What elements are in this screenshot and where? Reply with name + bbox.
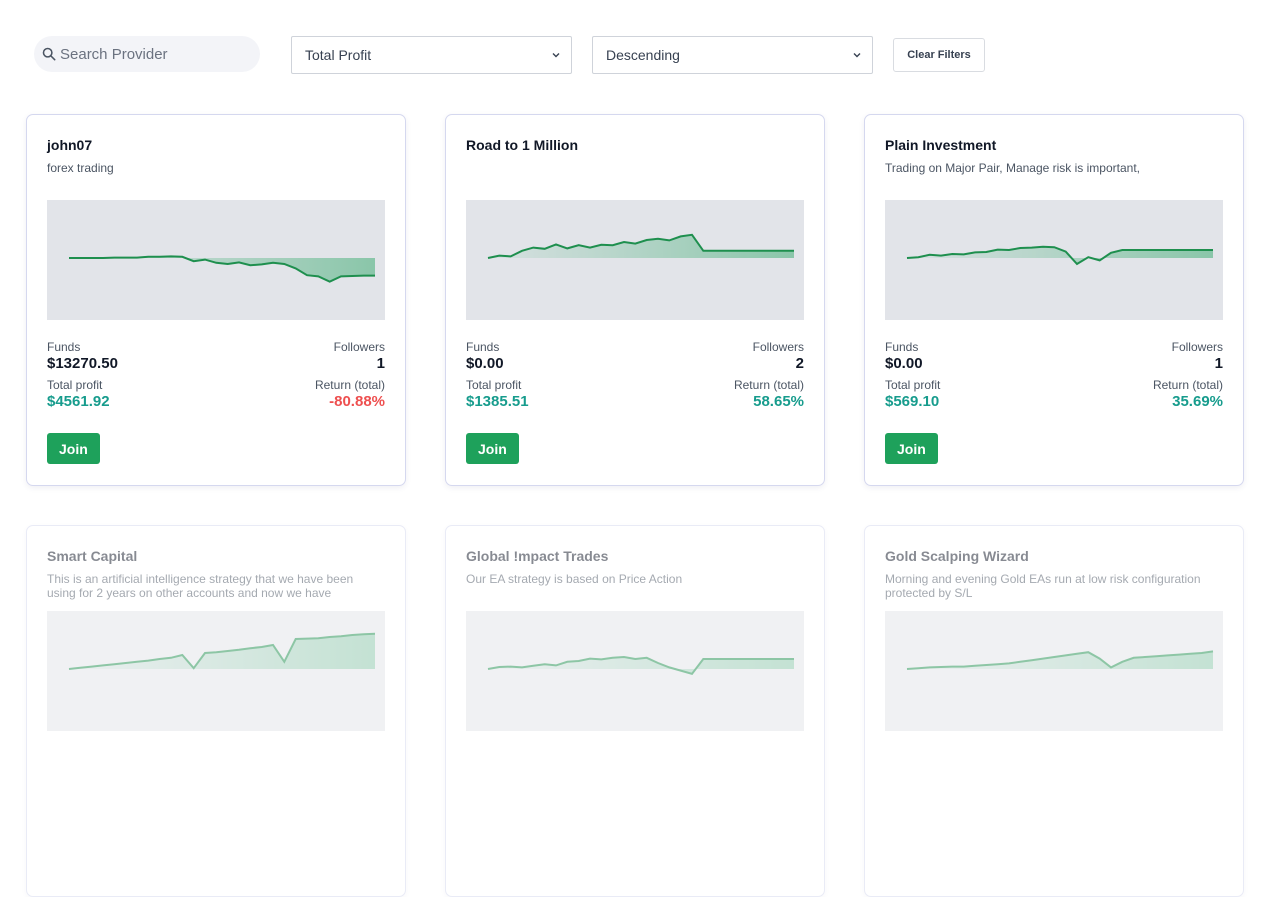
search-box[interactable] bbox=[34, 36, 260, 72]
funds-value: $0.00 bbox=[466, 355, 504, 372]
search-icon bbox=[42, 47, 56, 61]
funds-label: Funds bbox=[466, 340, 500, 354]
join-button[interactable]: Join bbox=[47, 433, 100, 464]
funds-label: Funds bbox=[885, 340, 919, 354]
return-value: -80.88% bbox=[329, 393, 385, 410]
funds-label: Funds bbox=[47, 340, 81, 354]
total-profit-label: Total profit bbox=[466, 378, 522, 392]
total-profit-label: Total profit bbox=[47, 378, 103, 392]
sparkline-line bbox=[906, 650, 1214, 670]
followers-value: 1 bbox=[376, 355, 385, 372]
return-value: 35.69% bbox=[1172, 393, 1223, 410]
sort-by-value: Total Profit bbox=[305, 47, 372, 63]
total-profit-value: $1385.51 bbox=[466, 393, 529, 410]
followers-value: 1 bbox=[1214, 355, 1223, 372]
equity-chart bbox=[466, 200, 804, 320]
equity-chart bbox=[47, 611, 385, 731]
equity-chart bbox=[885, 611, 1223, 731]
sparkline-area bbox=[69, 633, 375, 669]
equity-chart bbox=[885, 200, 1223, 320]
provider-description: Morning and evening Gold EAs run at low … bbox=[885, 572, 1201, 600]
followers-value: 2 bbox=[795, 355, 804, 372]
provider-card: Global !mpact Trades Our EA strategy is … bbox=[445, 525, 825, 897]
filter-bar: Total Profit Descending Clear Filters bbox=[34, 36, 994, 74]
equity-sparkline bbox=[68, 632, 376, 670]
funds-value: $13270.50 bbox=[47, 355, 118, 372]
sparkline-area bbox=[69, 256, 375, 282]
provider-stats: Funds $13270.50 Followers 1 Total profit… bbox=[47, 340, 385, 412]
return-label: Return (total) bbox=[314, 378, 385, 392]
provider-name: Road to 1 Million bbox=[466, 137, 578, 153]
sparkline-line bbox=[487, 655, 794, 675]
equity-sparkline bbox=[487, 233, 794, 259]
provider-description: forex trading bbox=[47, 161, 114, 175]
return-value: 58.65% bbox=[753, 393, 804, 410]
chevron-down-icon bbox=[552, 53, 560, 58]
equity-sparkline bbox=[906, 650, 1214, 670]
search-input[interactable] bbox=[60, 45, 240, 63]
provider-description: This is an artificial intelligence strat… bbox=[47, 572, 354, 600]
provider-card: Smart Capital This is an artificial inte… bbox=[26, 525, 406, 897]
sparkline-area bbox=[907, 246, 1213, 264]
total-profit-value: $569.10 bbox=[885, 393, 940, 410]
provider-name: Smart Capital bbox=[47, 548, 138, 564]
equity-sparkline bbox=[906, 245, 1213, 266]
followers-label: Followers bbox=[1171, 340, 1223, 354]
clear-filters-button[interactable]: Clear Filters bbox=[893, 38, 985, 72]
followers-label: Followers bbox=[752, 340, 804, 354]
sparkline-line bbox=[487, 233, 794, 259]
sparkline-line bbox=[906, 245, 1213, 266]
sparkline-area bbox=[488, 234, 794, 258]
provider-name: Plain Investment bbox=[885, 137, 997, 153]
sparkline-area bbox=[488, 657, 794, 674]
join-button[interactable]: Join bbox=[885, 433, 938, 464]
sparkline-line bbox=[69, 255, 375, 283]
sparkline-area bbox=[907, 651, 1213, 669]
provider-stats: Funds $0.00 Followers 2 Total profit $13… bbox=[466, 340, 804, 412]
provider-name: john07 bbox=[47, 137, 93, 153]
equity-chart bbox=[47, 200, 385, 320]
total-profit-value: $4561.92 bbox=[47, 393, 110, 410]
provider-card: Plain Investment Trading on Major Pair, … bbox=[864, 114, 1244, 486]
return-label: Return (total) bbox=[733, 378, 804, 392]
equity-sparkline bbox=[69, 255, 375, 283]
order-select[interactable]: Descending bbox=[592, 36, 873, 74]
provider-card: Road to 1 Million Funds $0.00 Followers … bbox=[445, 114, 825, 486]
equity-chart bbox=[466, 611, 804, 731]
provider-name: Gold Scalping Wizard bbox=[885, 548, 1029, 564]
followers-label: Followers bbox=[333, 340, 385, 354]
provider-name: Global !mpact Trades bbox=[466, 548, 609, 564]
equity-sparkline bbox=[487, 655, 794, 675]
provider-card: john07 forex trading Funds $13270.50 Fol… bbox=[26, 114, 406, 486]
funds-value: $0.00 bbox=[885, 355, 923, 372]
provider-description: Trading on Major Pair, Manage risk is im… bbox=[885, 161, 1140, 175]
provider-stats: Funds $0.00 Followers 1 Total profit $56… bbox=[885, 340, 1223, 412]
provider-card: Gold Scalping Wizard Morning and evening… bbox=[864, 525, 1244, 897]
total-profit-label: Total profit bbox=[885, 378, 941, 392]
chevron-down-icon bbox=[853, 53, 861, 58]
join-button[interactable]: Join bbox=[466, 433, 519, 464]
sort-by-select[interactable]: Total Profit bbox=[291, 36, 572, 74]
return-label: Return (total) bbox=[1152, 378, 1223, 392]
provider-description: Our EA strategy is based on Price Action bbox=[466, 572, 683, 586]
order-value: Descending bbox=[606, 47, 680, 63]
sparkline-line bbox=[68, 632, 376, 670]
